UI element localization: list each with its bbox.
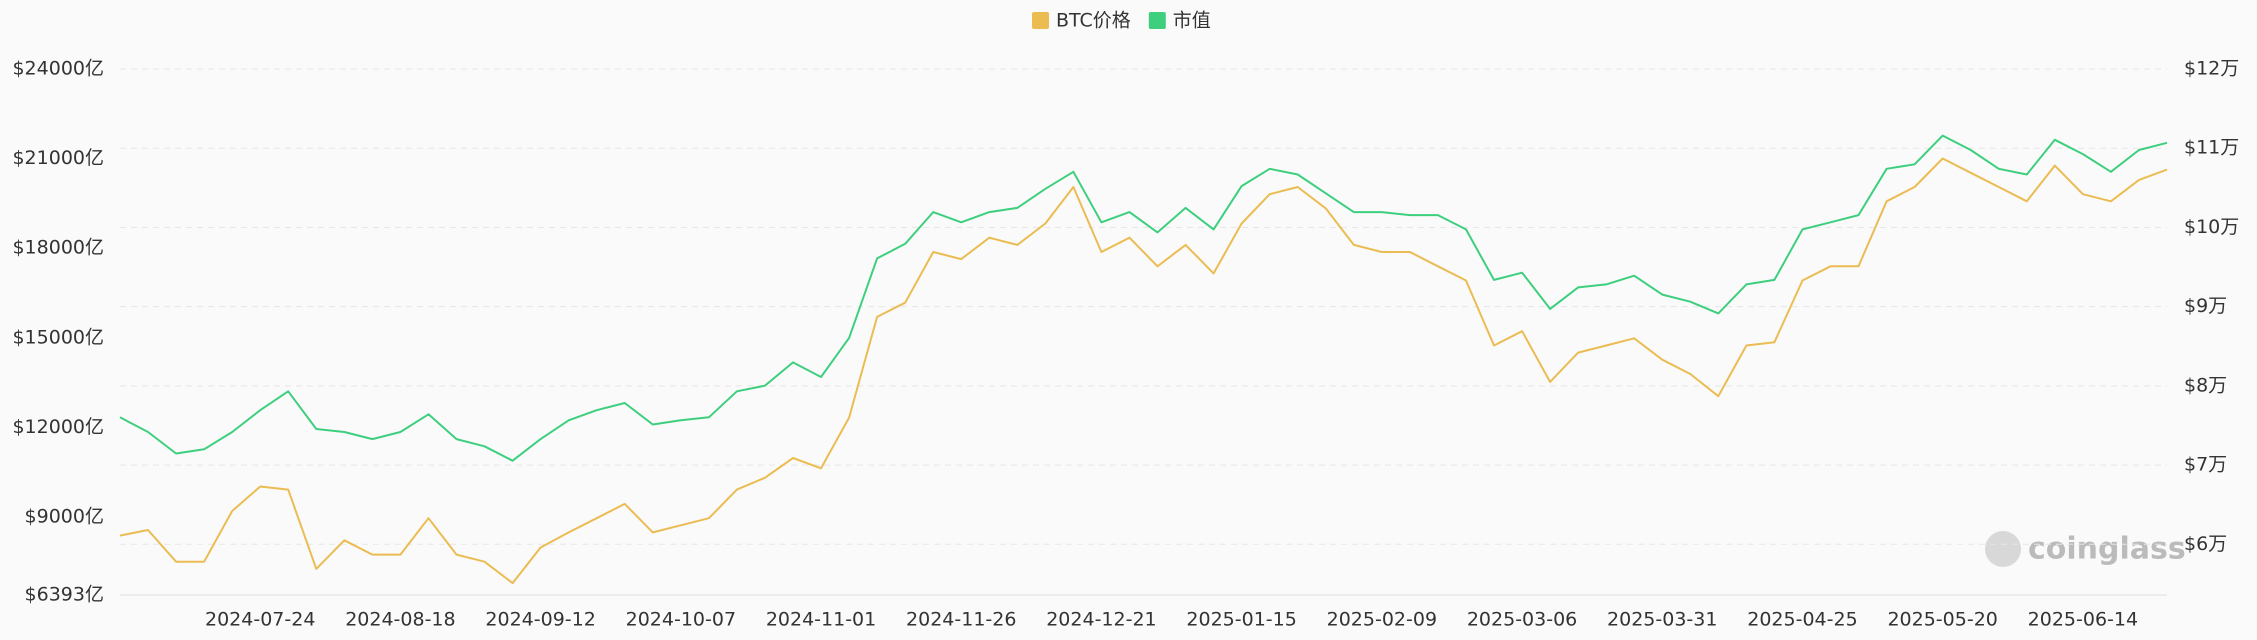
x-tick-label: 2024-08-18 xyxy=(345,609,455,631)
x-tick-label: 2025-05-20 xyxy=(1887,609,1997,631)
y-tick-label: $24000亿 xyxy=(12,58,104,80)
x-tick-label: 2025-03-31 xyxy=(1607,609,1717,631)
series-line xyxy=(119,157,2168,585)
watermark: coinglass xyxy=(2028,532,2186,567)
x-tick-label: 2024-12-21 xyxy=(1046,609,1156,631)
y-tick-label: $12000亿 xyxy=(12,416,104,438)
x-tick-label: 2024-09-12 xyxy=(485,609,595,631)
x-tick-label: 2025-03-06 xyxy=(1467,609,1577,631)
y2-tick-label: $10万 xyxy=(2184,216,2239,238)
x-tick-label: 2025-06-14 xyxy=(2028,609,2138,631)
x-tick-label: 2025-02-09 xyxy=(1327,609,1437,631)
y2-tick-label: $12万 xyxy=(2184,58,2239,80)
y-tick-label: $15000亿 xyxy=(12,326,104,348)
y-tick-label: $18000亿 xyxy=(12,237,104,259)
y-tick-label: $6393亿 xyxy=(25,584,104,606)
legend-swatch xyxy=(1148,12,1166,29)
y2-tick-label: $11万 xyxy=(2184,137,2239,159)
y2-tick-label: $6万 xyxy=(2184,533,2227,555)
x-tick-label: 2024-10-07 xyxy=(626,609,736,631)
x-tick-label: 2025-04-25 xyxy=(1747,609,1857,631)
y-tick-label: $9000亿 xyxy=(25,506,104,528)
x-tick-label: 2025-01-15 xyxy=(1186,609,1296,631)
x-tick-label: 2024-11-26 xyxy=(906,609,1016,631)
y2-tick-label: $9万 xyxy=(2184,295,2227,317)
legend-label: 市值 xyxy=(1173,10,1211,32)
y2-tick-label: $7万 xyxy=(2184,454,2227,476)
y-tick-label: $21000亿 xyxy=(12,147,104,169)
watermark-logo xyxy=(1985,531,2021,567)
legend-swatch xyxy=(1032,12,1049,29)
series-line xyxy=(119,134,2168,462)
legend-label: BTC价格 xyxy=(1056,10,1131,32)
x-tick-label: 2024-07-24 xyxy=(205,609,315,631)
y2-tick-label: $8万 xyxy=(2184,374,2227,396)
x-tick-label: 2024-11-01 xyxy=(766,609,876,631)
